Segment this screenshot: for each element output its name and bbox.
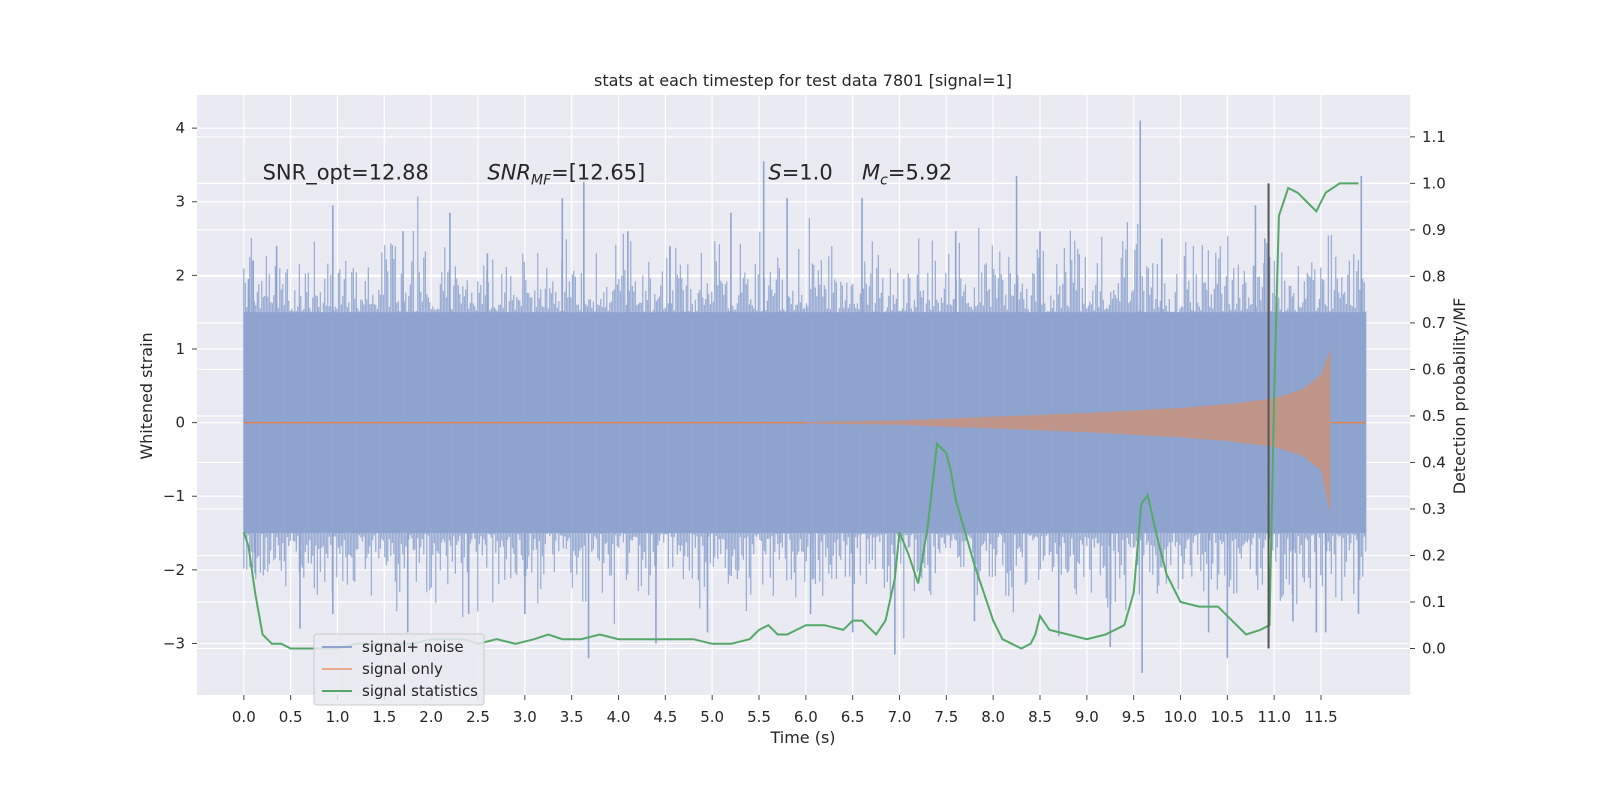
y-tick-label-5: 2 xyxy=(175,266,185,284)
x-tick-label-15: 7.5 xyxy=(934,708,958,726)
x-tick-label-16: 8.0 xyxy=(981,708,1005,726)
x-tick-label-2: 1.0 xyxy=(326,708,350,726)
signal-only-envelope xyxy=(805,349,1331,515)
x-tick-label-5: 2.5 xyxy=(466,708,490,726)
annotations: SNR_opt=12.88 SNRMF=[12.65] S=1.0 Mc=5.92 xyxy=(263,161,953,189)
x-tick-label-9: 4.5 xyxy=(653,708,677,726)
annotation-3: Mc=5.92 xyxy=(862,161,952,189)
x-tick-label-13: 6.5 xyxy=(841,708,865,726)
y2-tick-label-7: 0.7 xyxy=(1422,314,1446,332)
y2-tick-label-2: 0.2 xyxy=(1422,546,1446,564)
x-tick-label-1: 0.5 xyxy=(279,708,303,726)
legend-box xyxy=(313,633,485,706)
x-tick-label-12: 6.0 xyxy=(794,708,818,726)
y2-tick-label-9: 0.9 xyxy=(1422,221,1446,239)
annotation-1: SNRMF=[12.65] xyxy=(487,161,645,189)
legend-label-signal-statistics: signal statistics xyxy=(362,682,478,700)
y2-tick-label-5: 0.5 xyxy=(1422,407,1446,425)
y2-tick-label-1: 0.1 xyxy=(1422,593,1446,611)
legend-label-signal-only: signal only xyxy=(362,660,443,678)
x-tick-label-8: 4.0 xyxy=(607,708,631,726)
x-tick-label-11: 5.5 xyxy=(747,708,771,726)
x-tick-label-23: 11.5 xyxy=(1304,708,1337,726)
y2-tick-label-6: 0.6 xyxy=(1422,360,1446,378)
annotation-0: SNR_opt=12.88 xyxy=(263,161,429,186)
y-axis-label: Whitened strain xyxy=(137,332,156,459)
y-tick-label-6: 3 xyxy=(175,193,185,211)
y2-tick-label-4: 0.4 xyxy=(1422,453,1446,471)
x-tick-label-21: 10.5 xyxy=(1211,708,1244,726)
legend-label-signal-noise: signal+ noise xyxy=(362,638,464,656)
y2-tick-label-0: 0.0 xyxy=(1422,639,1446,657)
y2-tick-label-3: 0.3 xyxy=(1422,500,1446,518)
x-tick-label-6: 3.0 xyxy=(513,708,537,726)
x-tick-label-17: 8.5 xyxy=(1028,708,1052,726)
x-tick-label-3: 1.5 xyxy=(372,708,396,726)
x-tick-label-10: 5.0 xyxy=(700,708,724,726)
x-tick-label-22: 11.0 xyxy=(1257,708,1290,726)
x-axis-label: Time (s) xyxy=(769,728,835,747)
y2-tick-label-8: 0.8 xyxy=(1422,267,1446,285)
y2-tick-label-11: 1.1 xyxy=(1422,128,1446,146)
noise-spikes xyxy=(243,120,1367,673)
x-tick-label-14: 7.0 xyxy=(888,708,912,726)
y-tick-label-2: −1 xyxy=(163,487,185,505)
y2-axis-label: Detection probability/MF xyxy=(1450,298,1469,495)
tick-labels: 0.0 0.5 1.0 1.5 2.0 2.5 3.0 3.5 4.0 4.5 5.0 5.5 6.0 6… xyxy=(163,119,1446,726)
x-tick-label-20: 10.0 xyxy=(1164,708,1197,726)
y-tick-label-7: 4 xyxy=(175,119,185,137)
x-tick-label-7: 3.5 xyxy=(560,708,584,726)
legend: signal+ noise signal only signal statist… xyxy=(313,633,485,706)
x-tick-label-4: 2.0 xyxy=(419,708,443,726)
signal-only-series xyxy=(243,349,1366,515)
annotation-2: S=1.0 xyxy=(768,161,832,185)
y2-tick-label-10: 1.0 xyxy=(1422,174,1446,192)
x-tick-label-0: 0.0 xyxy=(232,708,256,726)
x-tick-label-18: 9.0 xyxy=(1075,708,1099,726)
y-tick-label-1: −2 xyxy=(163,561,185,579)
y-tick-label-4: 1 xyxy=(175,340,185,358)
y-tick-label-0: −3 xyxy=(163,634,185,652)
x-tick-label-19: 9.5 xyxy=(1122,708,1146,726)
chart-title: stats at each timestep for test data 780… xyxy=(594,71,1012,90)
y-tick-label-3: 0 xyxy=(175,414,185,432)
